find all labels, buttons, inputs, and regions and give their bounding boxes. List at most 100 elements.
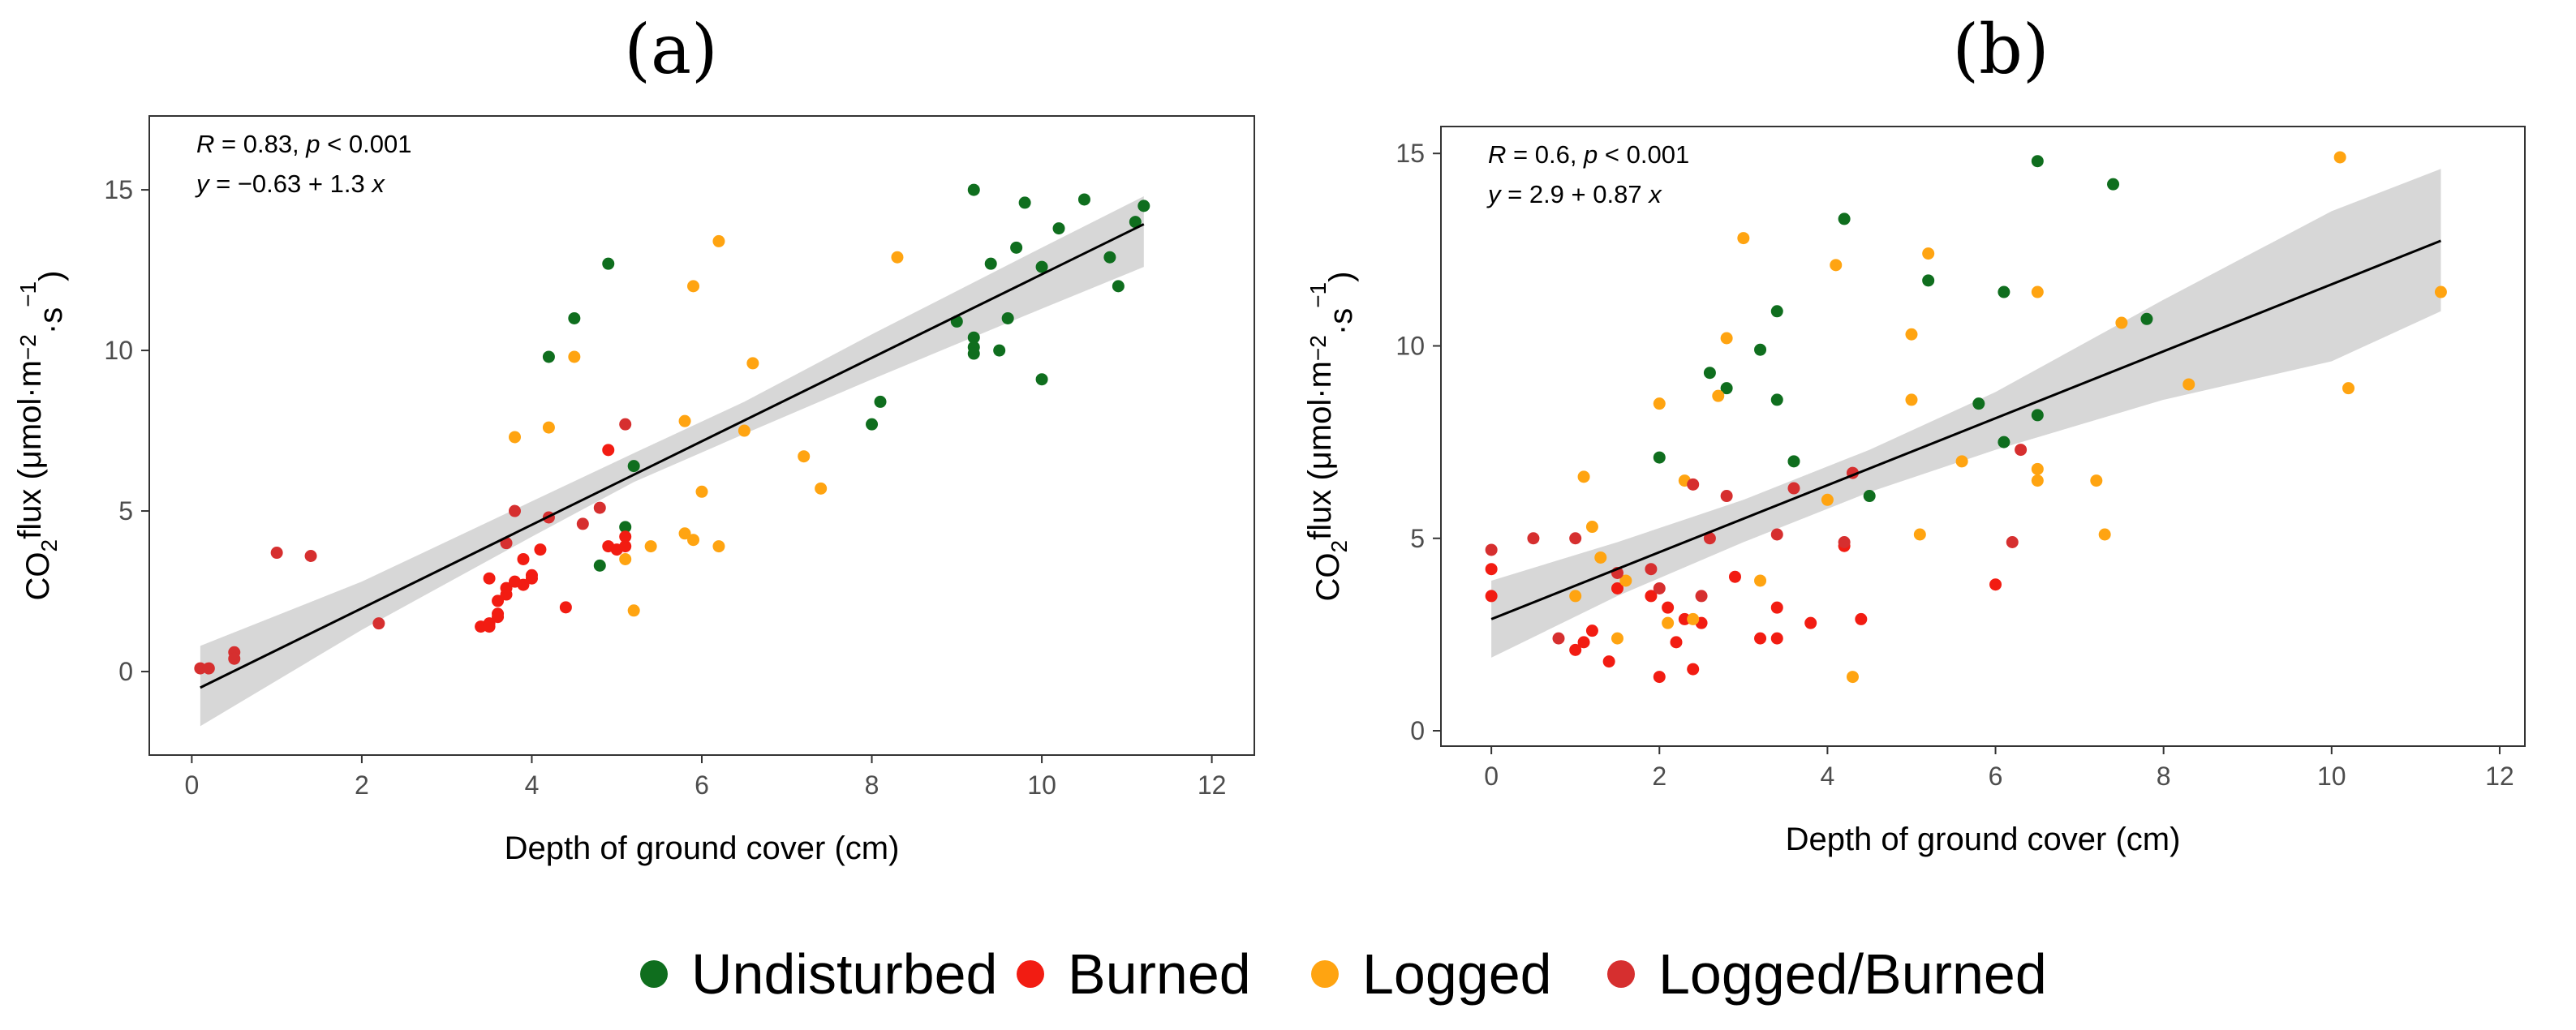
x-axis-label: Depth of ground cover (cm) (1786, 822, 2181, 857)
y-tick-label: 5 (1410, 524, 1425, 553)
point-logged-burned (593, 501, 606, 514)
point-logged-burned (1770, 528, 1783, 541)
point-undisturbed (967, 183, 980, 196)
point-undisturbed (1103, 251, 1116, 264)
point-undisturbed (1998, 285, 2010, 298)
point-burned (500, 582, 513, 594)
point-undisturbed (1052, 222, 1065, 235)
point-logged (1754, 574, 1767, 587)
point-burned (1804, 616, 1817, 629)
point-undisturbed (1001, 311, 1014, 324)
point-burned (1670, 636, 1683, 649)
point-logged (1737, 232, 1750, 245)
y-tick-label: 10 (104, 336, 133, 365)
point-logged (2333, 151, 2346, 164)
point-logged (678, 414, 691, 427)
x-tick-label: 12 (1198, 770, 1227, 800)
x-tick-label: 8 (865, 770, 879, 800)
point-logged-burned (1645, 563, 1658, 576)
x-tick-label: 8 (2157, 762, 2171, 791)
point-logged (2098, 528, 2111, 541)
point-burned (534, 543, 547, 556)
point-burned (1611, 582, 1623, 594)
point-logged-burned (1838, 535, 1851, 548)
x-tick-label: 2 (1652, 762, 1666, 791)
point-undisturbed (1998, 436, 2010, 448)
point-burned (525, 569, 538, 582)
point-logged (1846, 671, 1859, 684)
point-burned (1662, 601, 1675, 614)
point-undisturbed (1653, 451, 1666, 464)
point-burned (1687, 663, 1700, 676)
point-logged-burned (1787, 482, 1800, 495)
point-burned (1585, 624, 1598, 637)
point-logged (815, 482, 828, 495)
point-logged (2031, 474, 2044, 487)
point-logged (644, 540, 657, 553)
point-logged-burned (228, 652, 241, 665)
point-logged (891, 251, 904, 264)
point-undisturbed (2031, 155, 2044, 168)
point-undisturbed (1922, 274, 1935, 287)
point-logged (738, 424, 750, 437)
point-logged (1905, 393, 1918, 406)
point-undisturbed (1035, 373, 1048, 386)
point-logged (1569, 590, 1582, 603)
point-undisturbed (1770, 393, 1783, 406)
point-logged (509, 431, 522, 444)
legend-label-burned: Burned (1068, 942, 1251, 1006)
point-burned (619, 530, 632, 543)
point-logged-burned (372, 617, 385, 630)
y-tick-label: 0 (118, 657, 133, 686)
y-tick-label: 15 (1396, 139, 1425, 168)
point-burned (1602, 655, 1615, 668)
point-undisturbed (1077, 193, 1090, 206)
point-logged-burned (1552, 632, 1565, 645)
point-undisturbed (1129, 216, 1142, 229)
x-tick-label: 10 (2317, 762, 2346, 791)
point-logged (678, 527, 691, 540)
point-logged (2183, 378, 2195, 391)
confidence-band-a (200, 195, 1144, 727)
point-logged (1577, 470, 1590, 483)
point-logged (1905, 328, 1918, 341)
point-burned (559, 601, 572, 614)
x-tick-label: 10 (1027, 770, 1056, 800)
point-undisturbed (1035, 260, 1048, 273)
point-logged (568, 350, 581, 363)
point-logged-burned (304, 549, 317, 562)
y-axis-label: CO2flux (μmol·m−2·s−1) (1302, 272, 1359, 602)
point-burned (1770, 632, 1783, 645)
point-logged (1662, 616, 1675, 629)
y-tick-label: 5 (118, 496, 133, 526)
point-logged (1611, 632, 1623, 645)
point-undisturbed (866, 418, 879, 431)
point-logged (1712, 389, 1725, 402)
confidence-band-b (1491, 169, 2441, 658)
point-undisturbed (967, 331, 980, 344)
point-undisturbed (984, 257, 997, 270)
panel-a-label: (a) (624, 10, 718, 89)
point-undisturbed (2107, 178, 2120, 191)
point-logged-burned (1695, 590, 1708, 603)
point-logged (746, 357, 759, 370)
point-logged (712, 234, 725, 247)
legend-label-logged: Logged (1362, 942, 1552, 1006)
y-tick-label: 10 (1396, 331, 1425, 360)
x-tick-label: 2 (355, 770, 369, 800)
point-logged-burned (1720, 490, 1733, 503)
point-burned (1989, 578, 2002, 591)
point-burned (602, 444, 615, 457)
point-logged-burned (509, 504, 522, 517)
point-undisturbed (1703, 367, 1716, 380)
x-tick-label: 4 (525, 770, 540, 800)
legend-swatch-undisturbed (640, 960, 668, 988)
point-burned (1645, 590, 1658, 603)
point-undisturbed (1770, 305, 1783, 318)
point-logged (687, 280, 700, 293)
correlation-annotation: R = 0.83, p < 0.001 (196, 130, 411, 158)
point-logged-burned (1485, 543, 1498, 556)
legend-label-logged-burned: Logged/Burned (1658, 942, 2047, 1006)
x-tick-label: 12 (2485, 762, 2514, 791)
point-logged-burned (202, 662, 215, 675)
